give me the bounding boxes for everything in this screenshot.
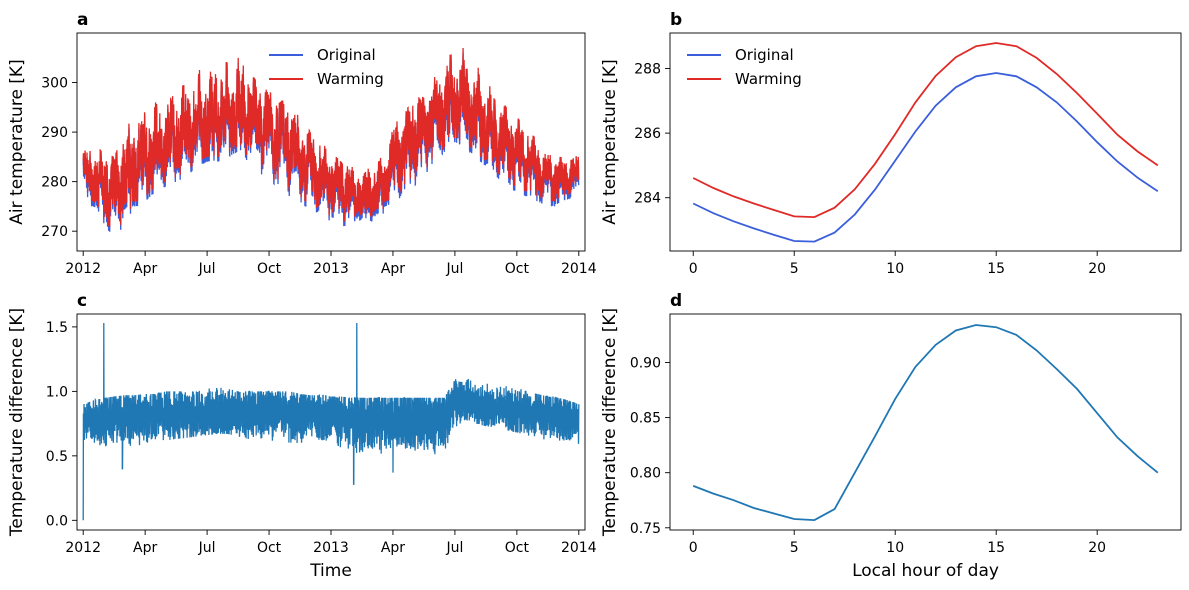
x-tick-label: Apr [133, 540, 157, 556]
x-tick-label: Apr [133, 261, 157, 277]
panel-a: 2012 Apr Jul Oct 2013 Apr Jul Oct 2014 270 280 290 3… [7, 10, 597, 277]
x-tick-label: 20 [1088, 261, 1106, 277]
plot-frame [669, 313, 1182, 531]
x-tick-label: Jul [445, 540, 463, 556]
x-tick-label: 10 [886, 540, 904, 556]
x-tick-label: Jul [445, 261, 463, 277]
panel-b: 0 5 10 15 20 284 286 288 b Air temperature [K] Ori… [600, 10, 1182, 277]
series-line-difference [82, 322, 580, 521]
series-line-warming [692, 42, 1159, 219]
series-line-warming [82, 47, 580, 227]
x-tick-label: 2012 [65, 540, 101, 556]
y-axis-label: Air temperature [K] [600, 59, 620, 224]
legend-label-original: Original [735, 46, 794, 64]
y-tick-label: 286 [634, 126, 661, 142]
y-tick-label: 0.5 [46, 449, 68, 465]
y-tick-label: 0.80 [630, 466, 661, 482]
x-tick-label: 2012 [65, 261, 101, 277]
x-tick-label: 5 [790, 540, 799, 556]
y-axis-label: Temperature difference [K] [600, 308, 620, 537]
x-tick-label: 0 [689, 261, 698, 277]
plot-frame [669, 32, 1182, 252]
x-tick-label: Oct [257, 540, 282, 556]
x-tick-label: 15 [987, 261, 1005, 277]
x-tick-label: 0 [689, 540, 698, 556]
panel-letter: b [670, 10, 682, 30]
y-tick-label: 1.5 [46, 320, 68, 336]
y-tick-label: 0.75 [630, 521, 661, 537]
y-tick-label: 1.0 [46, 384, 68, 400]
x-tick-label: 2014 [561, 540, 597, 556]
y-tick-label: 0.0 [46, 513, 68, 529]
y-tick-label: 290 [41, 125, 68, 141]
series-line-original [692, 72, 1159, 243]
y-axis-label: Temperature difference [K] [7, 308, 27, 537]
x-tick-label: Jul [198, 540, 216, 556]
x-tick-label: Oct [257, 261, 282, 277]
panel-c: 2012 Apr Jul Oct 2013 Apr Jul Oct 2014 0.0 0.5 1.0 1… [7, 291, 597, 581]
y-tick-label: 300 [41, 76, 68, 92]
x-axis-label: Local hour of day [852, 561, 999, 581]
panel-d: 0 5 10 15 20 0.75 0.80 0.85 0.90 d Temperature dif… [600, 291, 1182, 581]
panel-letter: a [77, 10, 88, 30]
x-axis-label: Time [309, 561, 352, 581]
x-tick-label: 20 [1088, 540, 1106, 556]
series-line-difference [692, 324, 1159, 522]
x-tick-label: Oct [505, 261, 530, 277]
y-tick-label: 0.90 [630, 355, 661, 371]
y-tick-label: 0.85 [630, 411, 661, 427]
x-tick-label: Apr [381, 261, 405, 277]
x-tick-label: 15 [987, 540, 1005, 556]
x-tick-label: Jul [198, 261, 216, 277]
x-tick-label: 2013 [313, 261, 349, 277]
panel-letter: d [670, 291, 682, 311]
y-axis-label: Air temperature [K] [7, 59, 27, 224]
y-tick-label: 270 [41, 224, 68, 240]
x-tick-label: Oct [505, 540, 530, 556]
x-tick-label: 5 [790, 261, 799, 277]
legend-label-warming: Warming [735, 70, 802, 88]
x-tick-label: 2014 [561, 261, 597, 277]
x-tick-label: Apr [381, 540, 405, 556]
y-tick-label: 280 [41, 175, 68, 191]
y-tick-label: 284 [634, 191, 661, 207]
legend-label-warming: Warming [317, 70, 384, 88]
panel-letter: c [77, 291, 87, 311]
y-tick-label: 288 [634, 62, 661, 78]
legend-label-original: Original [317, 46, 376, 64]
x-tick-label: 10 [886, 261, 904, 277]
x-tick-label: 2013 [313, 540, 349, 556]
